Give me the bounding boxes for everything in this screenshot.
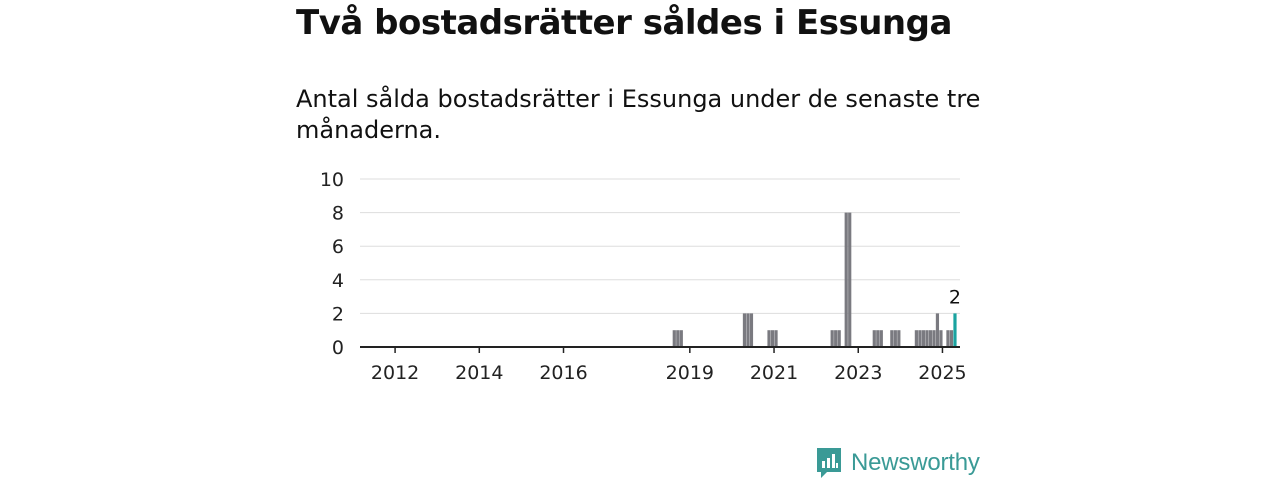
bar: [876, 330, 880, 347]
bar: [676, 330, 680, 347]
y-tick-label: 2: [332, 303, 344, 325]
bar: [767, 330, 771, 347]
bar: [928, 330, 933, 347]
x-tick-label: 2019: [666, 362, 714, 384]
x-tick-label: 2023: [834, 362, 882, 384]
bar: [914, 330, 918, 347]
bar-highlight: [953, 313, 957, 347]
bar: [830, 330, 834, 347]
bar: [774, 330, 778, 347]
y-tick-label: 10: [320, 169, 344, 191]
bar: [879, 330, 883, 347]
brand-name: Newsworthy: [851, 449, 980, 476]
bar-chart: 0 2 4 6 8 10 2 2012 2014 2016 2019 2021 2023 2025: [320, 169, 967, 384]
bar: [939, 330, 943, 347]
y-tick-label: 6: [332, 236, 344, 258]
y-tick-label: 8: [332, 203, 344, 225]
bar: [925, 330, 929, 347]
bar: [946, 330, 950, 347]
bar: [897, 330, 901, 347]
chart-subtitle: Antal sålda bostadsrätter i Essunga unde…: [296, 85, 981, 144]
x-tick-label: 2025: [918, 362, 966, 384]
bar: [746, 313, 750, 347]
x-tick-label: 2016: [539, 362, 587, 384]
bar: [837, 330, 841, 347]
bar: [935, 313, 940, 347]
bar: [844, 212, 848, 347]
bar: [890, 330, 894, 347]
bar: [742, 313, 747, 347]
page-title: Två bostadsrätter såldes i Essunga: [296, 3, 952, 43]
data-label: 2: [949, 286, 961, 308]
brand-logo[interactable]: Newsworthy: [815, 446, 980, 480]
bar: [672, 330, 676, 347]
bar: [893, 330, 897, 347]
bar: [834, 330, 838, 347]
bar: [921, 330, 926, 347]
y-tick-label: 0: [332, 337, 344, 359]
newsworthy-logo-icon: [817, 448, 841, 478]
bar: [872, 330, 876, 347]
bar: [749, 313, 754, 347]
bar: [918, 330, 922, 347]
x-tick-label: 2012: [371, 362, 419, 384]
bar: [770, 330, 775, 347]
x-tick-label: 2014: [455, 362, 503, 384]
bar: [949, 330, 954, 347]
bar: [679, 330, 683, 347]
x-tick-label: 2021: [750, 362, 798, 384]
bar: [848, 212, 852, 347]
bar: [932, 330, 936, 347]
y-tick-label: 4: [332, 270, 344, 292]
